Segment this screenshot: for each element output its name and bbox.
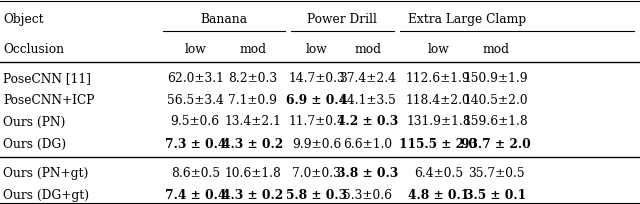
Text: Object: Object xyxy=(3,13,44,26)
Text: Ours (DG): Ours (DG) xyxy=(3,137,67,150)
Text: 150.9±1.9: 150.9±1.9 xyxy=(464,72,528,85)
Text: 93.7 ± 2.0: 93.7 ± 2.0 xyxy=(461,137,531,150)
Text: 4.3 ± 0.2: 4.3 ± 0.2 xyxy=(222,137,284,150)
Text: 131.9±1.8: 131.9±1.8 xyxy=(406,115,470,128)
Text: 37.4±2.4: 37.4±2.4 xyxy=(339,72,397,85)
Text: 10.6±1.8: 10.6±1.8 xyxy=(225,166,281,179)
Text: 4.3 ± 0.2: 4.3 ± 0.2 xyxy=(222,188,284,201)
Text: Ours (DG+gt): Ours (DG+gt) xyxy=(3,188,90,201)
Text: Occlusion: Occlusion xyxy=(3,42,65,55)
Text: 118.4±2.0: 118.4±2.0 xyxy=(406,93,471,106)
Text: 9.5±0.6: 9.5±0.6 xyxy=(171,115,220,128)
Text: 8.6±0.5: 8.6±0.5 xyxy=(171,166,220,179)
Text: 44.1±3.5: 44.1±3.5 xyxy=(340,93,396,106)
Text: 14.7±0.3: 14.7±0.3 xyxy=(289,72,345,85)
Text: 56.5±3.4: 56.5±3.4 xyxy=(167,93,223,106)
Text: 6.4±0.5: 6.4±0.5 xyxy=(414,166,463,179)
Text: 159.6±1.8: 159.6±1.8 xyxy=(463,115,529,128)
Text: 4.2 ± 0.3: 4.2 ± 0.3 xyxy=(337,115,399,128)
Text: mod: mod xyxy=(355,42,381,55)
Text: 115.5 ± 2.0: 115.5 ± 2.0 xyxy=(399,137,477,150)
Text: 7.0±0.3: 7.0±0.3 xyxy=(292,166,341,179)
Text: 4.8 ± 0.1: 4.8 ± 0.1 xyxy=(408,188,469,201)
Text: Extra Large Clamp: Extra Large Clamp xyxy=(408,13,526,26)
Text: 3.8 ± 0.3: 3.8 ± 0.3 xyxy=(337,166,399,179)
Text: 8.2±0.3: 8.2±0.3 xyxy=(228,72,277,85)
Text: 7.1±0.9: 7.1±0.9 xyxy=(228,93,277,106)
Text: 5.8 ± 0.3: 5.8 ± 0.3 xyxy=(286,188,348,201)
Text: 62.0±3.1: 62.0±3.1 xyxy=(167,72,223,85)
Text: 7.4 ± 0.4: 7.4 ± 0.4 xyxy=(164,188,226,201)
Text: low: low xyxy=(306,42,328,55)
Text: 112.6±1.9: 112.6±1.9 xyxy=(406,72,471,85)
Text: low: low xyxy=(184,42,206,55)
Text: 11.7±0.7: 11.7±0.7 xyxy=(289,115,345,128)
Text: 5.3±0.6: 5.3±0.6 xyxy=(344,188,392,201)
Text: 35.7±0.5: 35.7±0.5 xyxy=(468,166,524,179)
Text: 3.5 ± 0.1: 3.5 ± 0.1 xyxy=(465,188,527,201)
Text: 6.6±1.0: 6.6±1.0 xyxy=(344,137,392,150)
Text: Banana: Banana xyxy=(200,13,248,26)
Text: 9.9±0.6: 9.9±0.6 xyxy=(292,137,341,150)
Text: Ours (PN): Ours (PN) xyxy=(3,115,65,128)
Text: low: low xyxy=(428,42,449,55)
Text: 140.5±2.0: 140.5±2.0 xyxy=(464,93,528,106)
Text: 6.9 ± 0.4: 6.9 ± 0.4 xyxy=(286,93,348,106)
Text: PoseCNN [11]: PoseCNN [11] xyxy=(3,72,91,85)
Text: 13.4±2.1: 13.4±2.1 xyxy=(225,115,281,128)
Text: Ours (PN+gt): Ours (PN+gt) xyxy=(3,166,88,179)
Text: 7.3 ± 0.4: 7.3 ± 0.4 xyxy=(164,137,226,150)
Text: PoseCNN+ICP: PoseCNN+ICP xyxy=(3,93,95,106)
Text: mod: mod xyxy=(239,42,266,55)
Text: Power Drill: Power Drill xyxy=(307,13,378,26)
Text: mod: mod xyxy=(483,42,509,55)
